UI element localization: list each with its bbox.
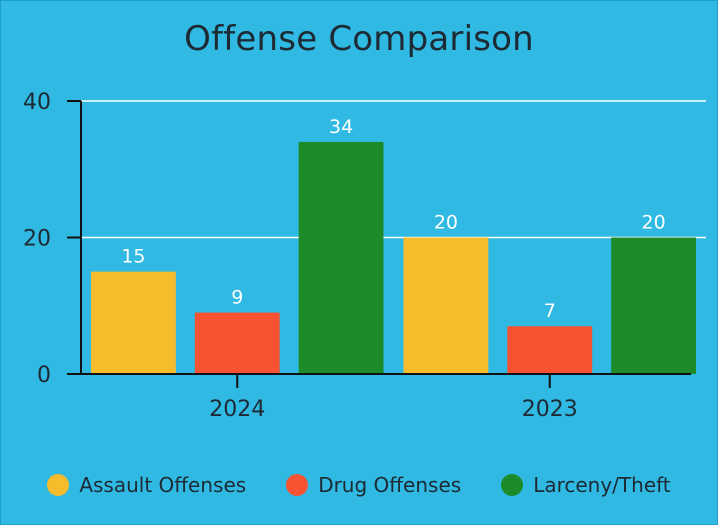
bar [194, 312, 280, 374]
legend-swatch [501, 474, 524, 496]
bar [507, 326, 593, 374]
legend-swatch [286, 474, 309, 496]
y-tick-label: 0 [37, 363, 51, 388]
x-tick-label: 2024 [209, 397, 265, 422]
legend-item: Assault Offenses [47, 473, 246, 497]
bar [611, 237, 696, 374]
y-tick-label: 40 [23, 90, 51, 115]
data-label: 20 [434, 212, 458, 234]
bar [403, 237, 489, 374]
x-tick-label: 2023 [522, 397, 578, 422]
data-label: 15 [121, 246, 145, 268]
data-label: 20 [641, 212, 665, 234]
legend-label: Larceny/Theft [533, 473, 671, 497]
legend-item: Drug Offenses [286, 473, 461, 497]
data-label: 7 [544, 300, 556, 322]
data-label: 9 [231, 287, 243, 309]
bar [298, 141, 384, 374]
legend-swatch [47, 474, 70, 496]
chart-title: Offense Comparison [184, 19, 534, 59]
legend-label: Assault Offenses [79, 473, 247, 497]
data-label: 34 [329, 116, 353, 138]
bar [91, 271, 176, 374]
legend-item: Larceny/Theft [501, 473, 671, 497]
y-tick-label: 20 [23, 227, 51, 252]
chart-legend: Assault Offenses Drug Offenses Larceny/The… [1, 473, 717, 497]
legend-label: Drug Offenses [318, 473, 462, 497]
